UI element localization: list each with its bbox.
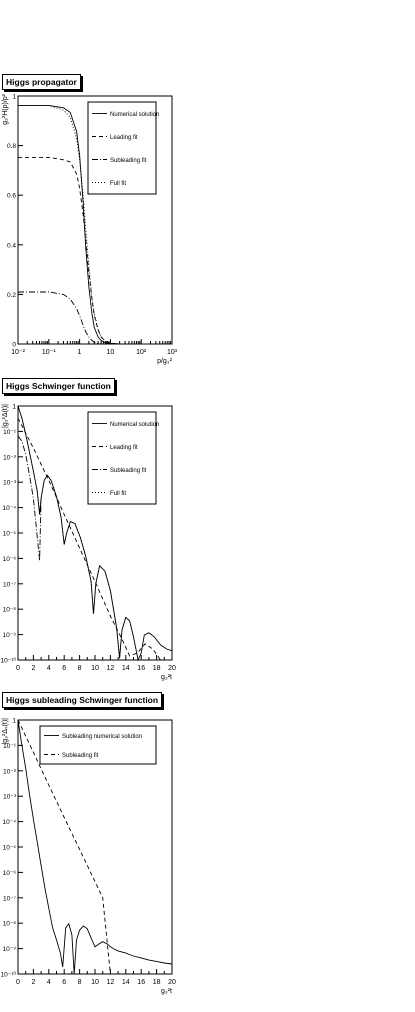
- y-tick-label: 10⁻⁷: [3, 895, 17, 902]
- x-tick-label: 8: [78, 979, 82, 986]
- series-subleading-numerical-solution: [17, 719, 173, 975]
- y-tick-label: 1: [12, 404, 16, 411]
- y-tick-label: 10⁻⁷: [3, 581, 17, 588]
- series-subleading-fit: [18, 291, 172, 345]
- x-tick-label: 16: [137, 665, 145, 672]
- y-tick-label: 10⁻¹: [3, 743, 17, 750]
- y-tick-label: 10⁻¹⁰: [1, 657, 17, 665]
- y-tick-label: 1: [12, 718, 16, 725]
- higgs-schwinger-chart: 0 2 4 6 8 10 12 14 16 18 20 10⁻¹⁰ 10⁻⁹ 10⁻⁸ 10⁻⁷ 10⁻⁶ 10…: [1, 404, 176, 682]
- y-tick-label: 10⁻⁴: [3, 505, 17, 512]
- x-axis-title: g₃²t: [161, 674, 172, 681]
- x-tick-label: 4: [47, 979, 51, 986]
- panel-title-subleading-schwinger: Higgs subleading Schwinger function: [2, 692, 163, 708]
- x-tick-label: 1: [78, 349, 82, 356]
- y-tick-label: 10⁻⁸: [3, 921, 17, 928]
- y-tick-label: 0.2: [7, 292, 16, 299]
- legend-box: [87, 411, 157, 505]
- x-tick-label: 14: [122, 979, 130, 986]
- y-tick-label: 10⁻⁶: [3, 870, 17, 877]
- series-leading-fit: [18, 156, 172, 345]
- legend-label: Full fit: [110, 181, 126, 187]
- legend-label: Leading fit: [110, 445, 138, 451]
- x-tick-label: 2: [31, 665, 35, 672]
- x-tick-label: 10⁻²: [11, 349, 25, 356]
- legend-label: Subleading numerical solution: [62, 734, 142, 740]
- legend-box: [39, 725, 157, 765]
- y-axis-title: |g₃²Δ(t)|: [2, 404, 9, 428]
- x-tick-label: 20: [168, 979, 176, 986]
- y-tick-label: 10⁻⁸: [3, 607, 17, 614]
- y-tick-label: 10⁻⁴: [3, 819, 17, 826]
- legend-label: Numerical solution: [110, 422, 159, 428]
- legend-label: Subleading fit: [62, 753, 99, 759]
- y-tick-label: 10⁻⁵: [3, 531, 17, 538]
- y-tick-label: 10⁻²: [3, 768, 17, 775]
- y-tick-label: 1: [12, 94, 16, 101]
- x-tick-label: 8: [78, 665, 82, 672]
- panel-title-schwinger: Higgs Schwinger function: [2, 378, 115, 394]
- legend-label: Subleading fit: [110, 468, 147, 474]
- y-tick-label: 10⁻¹⁰: [1, 971, 17, 979]
- y-tick-label: 10⁻⁹: [3, 632, 17, 639]
- x-tick-label: 10: [107, 349, 115, 356]
- series-subleading-fit: [17, 435, 42, 561]
- legend-label: Subleading fit: [110, 158, 147, 164]
- x-tick-label: 14: [122, 665, 130, 672]
- legend-label: Leading fit: [110, 135, 138, 141]
- legend-box: [87, 101, 157, 195]
- y-tick-label: 10⁻²: [3, 454, 17, 461]
- series-numerical-solution: [18, 104, 172, 345]
- x-tick-label: 18: [153, 665, 161, 672]
- x-tick-label: 10: [91, 665, 99, 672]
- legend-label: Full fit: [110, 491, 126, 497]
- y-tick-label: 0.4: [7, 242, 16, 249]
- legend-label: Numerical solution: [110, 112, 159, 118]
- x-tick-label: 12: [107, 665, 115, 672]
- x-axis-title: g₃²t: [161, 988, 172, 995]
- x-tick-label: 12: [107, 979, 115, 986]
- higgs-subleading-schwinger-chart: 0 2 4 6 8 10 12 14 16 18 20 10⁻¹⁰ 10⁻⁹ 10⁻⁸ 10⁻⁷ 10⁻⁶ 10…: [1, 718, 176, 996]
- x-tick-label: 4: [47, 665, 51, 672]
- y-tick-label: 0.6: [7, 193, 16, 200]
- higgs-propagator-chart: 10⁻² 10⁻¹ 1 10 10² 10³ 0 0.2 0.4 0.6 0.8 1 p/g₃² g₃²H…: [2, 93, 178, 365]
- x-tick-label: 0: [16, 979, 20, 986]
- series-full-fit: [17, 405, 134, 659]
- y-axis-title: g₃²H(p)/p²: [2, 93, 9, 125]
- x-tick-label: 10⁻¹: [42, 349, 56, 356]
- x-tick-label: 10: [91, 979, 99, 986]
- y-tick-label: 10⁻⁵: [3, 845, 17, 852]
- y-tick-label: 10⁻⁹: [3, 946, 17, 953]
- panel-title-propagator: Higgs propagator: [2, 74, 81, 90]
- x-tick-label: 20: [168, 665, 176, 672]
- y-tick-label: 10⁻¹: [3, 429, 17, 436]
- x-tick-label: 16: [137, 979, 145, 986]
- y-axis-title: |g₃²Δₛ(t)|: [2, 718, 9, 745]
- y-tick-label: 10⁻³: [3, 480, 17, 487]
- x-tick-label: 6: [62, 665, 66, 672]
- y-tick-label: 10⁻⁶: [3, 556, 17, 563]
- x-tick-label: 0: [16, 665, 20, 672]
- x-tick-label: 2: [31, 979, 35, 986]
- y-tick-label: 0: [12, 342, 16, 349]
- plot-frame: [17, 95, 173, 345]
- y-tick-label: 10⁻³: [3, 794, 17, 801]
- y-tick-label: 0.8: [7, 143, 16, 150]
- x-axis-title: p/g₃²: [157, 358, 173, 365]
- x-tick-label: 18: [153, 979, 161, 986]
- series-leading-fit: [17, 417, 172, 661]
- x-tick-label: 10²: [136, 349, 147, 356]
- x-tick-label: 10³: [167, 349, 178, 356]
- x-tick-label: 6: [62, 979, 66, 986]
